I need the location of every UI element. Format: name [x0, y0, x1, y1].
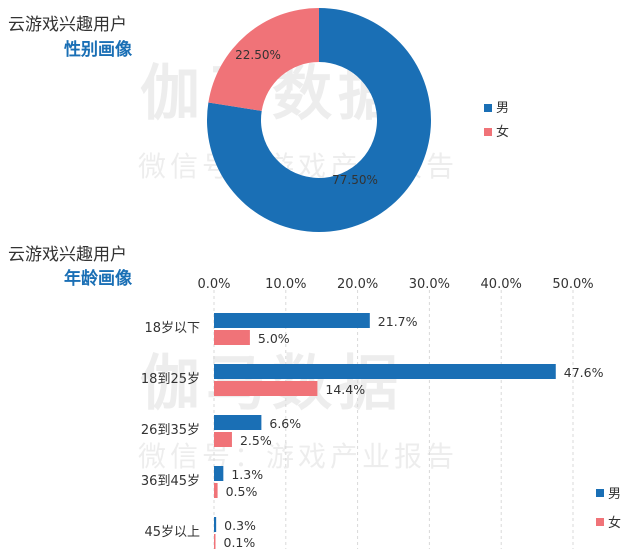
bar-male [214, 364, 556, 379]
bar-female [214, 534, 216, 549]
x-tick-label: 30.0% [409, 277, 450, 292]
bar-value-label: 2.5% [240, 433, 272, 448]
bar-value-label: 1.3% [231, 467, 263, 482]
bar-female [214, 432, 232, 447]
age-chart-subtitle: 年龄画像 [64, 269, 132, 289]
bar-male [214, 466, 224, 481]
bar-value-label: 5.0% [258, 331, 290, 346]
legend-swatch [596, 489, 604, 497]
x-tick-label: 10.0% [265, 277, 306, 292]
bar-value-label: 21.7% [378, 314, 418, 329]
bar-value-label: 0.1% [224, 535, 256, 550]
category-label: 36到45岁 [141, 474, 200, 489]
gender-donut-chart: 77.50% 22.50% 男女 [207, 8, 509, 233]
pie-slice-label: 22.50% [235, 48, 281, 62]
gender-chart-subtitle: 性别画像 [64, 40, 132, 60]
bar-female [214, 381, 318, 396]
category-label: 18岁以下 [144, 321, 200, 336]
bar-female [214, 330, 250, 345]
category-label: 18到25岁 [141, 372, 200, 387]
pie-slice-male [207, 8, 431, 233]
bar-value-label: 14.4% [325, 382, 365, 397]
bar-value-label: 6.6% [269, 416, 301, 431]
bar-value-label: 47.6% [564, 365, 604, 380]
bar-male [214, 415, 262, 430]
category-label: 45岁以上 [144, 525, 200, 540]
bar-male [214, 313, 370, 328]
x-tick-label: 0.0% [197, 277, 230, 292]
bar-female [214, 483, 218, 498]
legend-swatch [484, 104, 492, 112]
bar-value-label: 0.3% [224, 518, 256, 533]
legend-label: 女 [608, 515, 621, 531]
bar-male [214, 517, 217, 532]
pie-slice-female [208, 8, 319, 111]
legend-label: 男 [496, 101, 509, 116]
bar-value-label: 0.5% [226, 484, 258, 499]
legend-label: 男 [608, 487, 621, 502]
x-tick-label: 50.0% [552, 277, 593, 292]
legend-label: 女 [496, 124, 509, 140]
age-bar-chart: 0.0% 10.0% 20.0% 30.0% 40.0% 50.0% 18岁以下 21.7% 5… [141, 277, 621, 550]
x-tick-label: 40.0% [481, 277, 522, 292]
legend-swatch [484, 128, 492, 136]
pie-slice-label: 77.50% [332, 173, 378, 187]
legend-swatch [596, 518, 604, 526]
gender-chart-title: 云游戏兴趣用户 [8, 15, 127, 35]
age-chart-title: 云游戏兴趣用户 [8, 245, 127, 265]
category-label: 26到35岁 [141, 423, 200, 438]
x-tick-label: 20.0% [337, 277, 378, 292]
